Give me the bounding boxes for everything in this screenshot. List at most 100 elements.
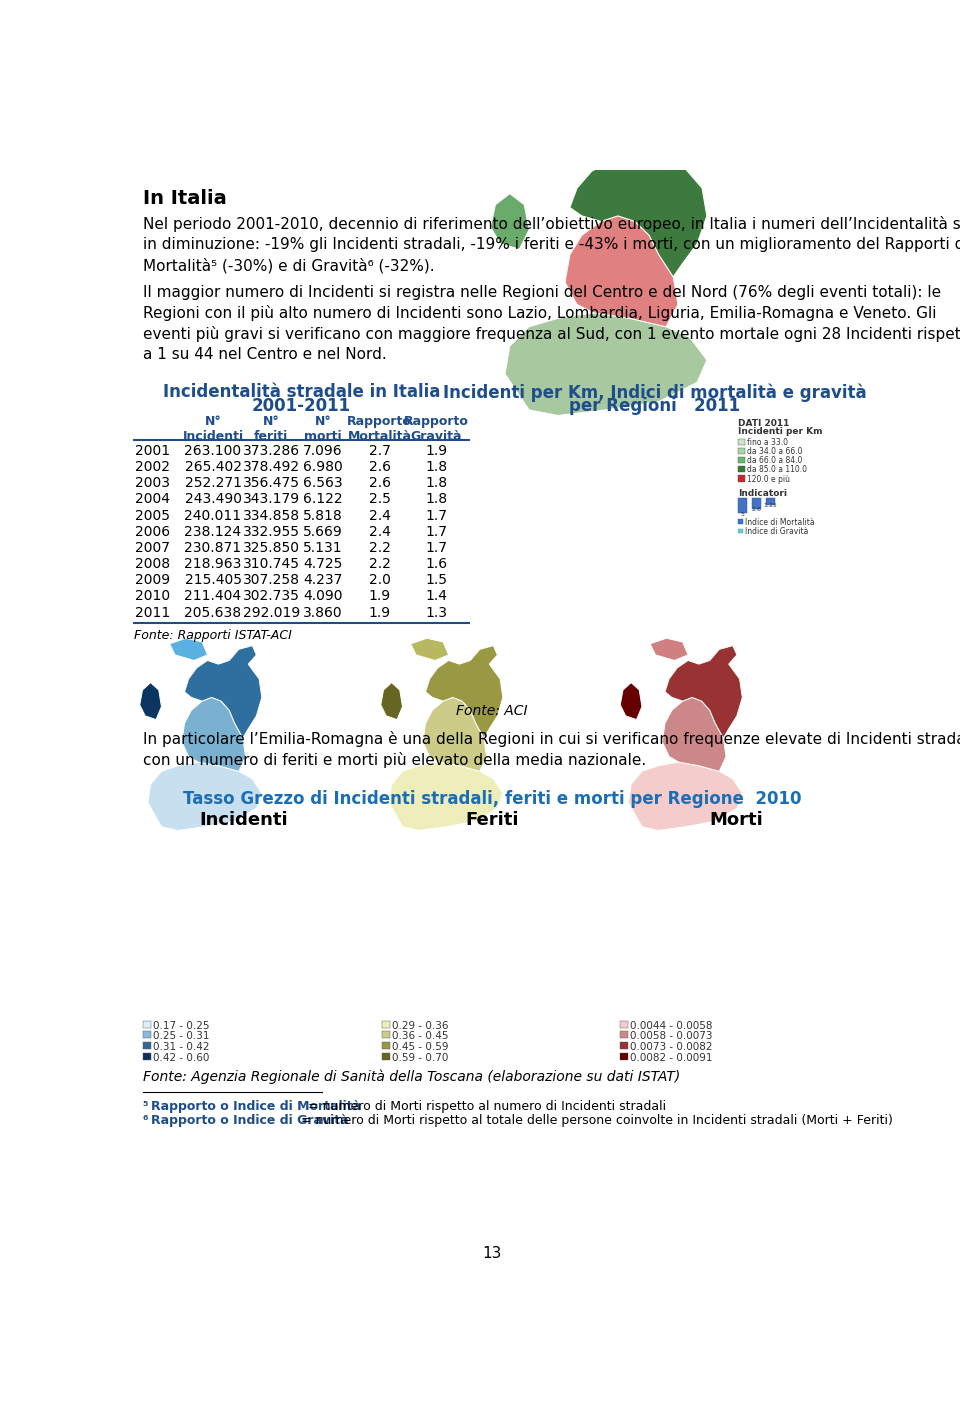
Polygon shape [184, 645, 262, 739]
Bar [737, 475, 745, 481]
Text: 243.490: 243.490 [184, 492, 242, 507]
Text: 2.6: 2.6 [752, 507, 761, 512]
Text: 265.402: 265.402 [184, 460, 242, 474]
Bar [382, 1032, 390, 1039]
Text: da 34.0 a 66.0: da 34.0 a 66.0 [747, 447, 803, 456]
Text: Incidentalità stradale in Italia: Incidentalità stradale in Italia [162, 383, 440, 400]
Text: 1.8: 1.8 [425, 477, 447, 490]
Text: in diminuzione: -19% gli Incidenti stradali, -19% i feriti e -43% i morti, con u: in diminuzione: -19% gli Incidenti strad… [143, 236, 960, 252]
Text: 205.638: 205.638 [184, 606, 242, 620]
Text: 1.6: 1.6 [425, 558, 447, 572]
Bar [737, 467, 745, 473]
Text: 1.9: 1.9 [425, 444, 447, 458]
Polygon shape [620, 682, 642, 720]
Polygon shape [543, 127, 611, 160]
Bar [143, 1020, 151, 1027]
Text: Tasso Grezzo di Incidenti stradali, feriti e morti per Regione  2010: Tasso Grezzo di Incidenti stradali, feri… [182, 790, 802, 808]
Bar [382, 1053, 390, 1060]
Text: 2009: 2009 [135, 573, 170, 587]
Polygon shape [491, 194, 529, 249]
Text: eventi più gravi si verificano con maggiore frequenza al Sud, con 1 evento morta: eventi più gravi si verificano con maggi… [143, 325, 960, 342]
Text: Rapporto
Gravità: Rapporto Gravità [404, 416, 468, 443]
Text: 1.3: 1.3 [425, 606, 447, 620]
Text: 4.090: 4.090 [303, 590, 343, 603]
Text: 1.7: 1.7 [425, 508, 447, 522]
Bar [737, 457, 745, 463]
Text: 0.17 - 0.25: 0.17 - 0.25 [154, 1020, 210, 1030]
Text: Indicatori: Indicatori [737, 488, 786, 498]
Text: 0.0058 - 0.0073: 0.0058 - 0.0073 [630, 1032, 712, 1041]
Text: Mortalità⁵ (-30%) e di Gravità⁶ (-32%).: Mortalità⁵ (-30%) e di Gravità⁶ (-32%). [143, 258, 435, 273]
Text: 211.404: 211.404 [184, 590, 242, 603]
Text: 5.669: 5.669 [303, 525, 343, 539]
Polygon shape [505, 313, 707, 416]
Text: 1.7: 1.7 [425, 541, 447, 555]
Text: Indice di Mortalità: Indice di Mortalità [745, 518, 814, 526]
Text: 1.7: 1.7 [425, 525, 447, 539]
Polygon shape [170, 638, 207, 661]
Text: DATI 2011: DATI 2011 [737, 419, 789, 429]
Text: 0.0073 - 0.0082: 0.0073 - 0.0082 [630, 1043, 712, 1053]
Text: da 66.0 a 84.0: da 66.0 a 84.0 [747, 456, 803, 466]
Bar [143, 1053, 151, 1060]
Text: Incidenti per Km, Indici di mortalità e gravità: Incidenti per Km, Indici di mortalità e … [443, 383, 867, 402]
Text: 240.011: 240.011 [184, 508, 242, 522]
Text: 0.36 - 0.45: 0.36 - 0.45 [392, 1032, 448, 1041]
Text: 0.0044 - 0.0058: 0.0044 - 0.0058 [630, 1020, 712, 1030]
Text: 0.0082 - 0.0091: 0.0082 - 0.0091 [630, 1053, 712, 1063]
Text: 1.9: 1.9 [369, 590, 391, 603]
Bar [620, 1043, 628, 1049]
Text: 2005: 2005 [135, 508, 170, 522]
Bar [737, 519, 743, 524]
Text: Morti: Morti [709, 811, 763, 829]
Text: N°
feriti: N° feriti [254, 416, 288, 443]
Text: Regioni con il più alto numero di Incidenti sono Lazio, Lombardia, Liguria, Emil: Regioni con il più alto numero di Incide… [143, 306, 937, 321]
Text: Incidenti: Incidenti [200, 811, 288, 829]
Text: 1.9: 1.9 [369, 606, 391, 620]
Text: 238.124: 238.124 [184, 525, 242, 539]
Text: Feriti: Feriti [466, 811, 518, 829]
Text: 1.25: 1.25 [763, 504, 777, 508]
Text: 292.019: 292.019 [243, 606, 300, 620]
Text: = numero di Morti rispetto al numero di Incidenti stradali: = numero di Morti rispetto al numero di … [304, 1099, 666, 1114]
Text: 356.475: 356.475 [243, 477, 300, 490]
Bar [382, 1020, 390, 1027]
Polygon shape [662, 698, 726, 771]
Polygon shape [411, 638, 448, 661]
Polygon shape [381, 682, 402, 720]
Text: Rapporto
Mortalità: Rapporto Mortalità [348, 416, 412, 443]
Text: 4.237: 4.237 [303, 573, 343, 587]
Text: a 1 su 44 nel Centro e nel Nord.: a 1 su 44 nel Centro e nel Nord. [143, 347, 387, 362]
Text: Fonte: Agenzia Regionale di Sanità della Toscana (elaborazione su dati ISTAT): Fonte: Agenzia Regionale di Sanità della… [143, 1070, 681, 1084]
Text: 2.2: 2.2 [369, 541, 391, 555]
Text: 2006: 2006 [135, 525, 170, 539]
Text: 2003: 2003 [135, 477, 170, 490]
Text: 218.963: 218.963 [184, 558, 242, 572]
Text: 2002: 2002 [135, 460, 170, 474]
Text: N°
morti: N° morti [304, 416, 342, 443]
Text: 2001-2011: 2001-2011 [252, 398, 351, 415]
Text: ⁵: ⁵ [143, 1099, 154, 1114]
Text: 5.131: 5.131 [303, 541, 343, 555]
Text: 230.871: 230.871 [184, 541, 242, 555]
Text: 1.8: 1.8 [425, 460, 447, 474]
Text: In particolare l’Emilia-Romagna è una della Regioni in cui si verificano frequen: In particolare l’Emilia-Romagna è una de… [143, 732, 960, 747]
Text: 2.4: 2.4 [369, 508, 391, 522]
Text: 6.122: 6.122 [303, 492, 343, 507]
Text: 2.6: 2.6 [369, 477, 391, 490]
Text: In Italia: In Italia [143, 190, 227, 208]
Text: 4.725: 4.725 [303, 558, 343, 572]
Text: 373.286: 373.286 [243, 444, 300, 458]
Text: 263.100: 263.100 [184, 444, 242, 458]
Polygon shape [665, 645, 742, 739]
Text: 2.6: 2.6 [369, 460, 391, 474]
Bar [620, 1032, 628, 1039]
Text: 0.31 - 0.42: 0.31 - 0.42 [154, 1043, 210, 1053]
Text: 0.25 - 0.31: 0.25 - 0.31 [154, 1032, 210, 1041]
Bar [620, 1053, 628, 1060]
Text: Fonte: ACI: Fonte: ACI [456, 705, 528, 719]
Bar [620, 1020, 628, 1027]
Bar [737, 439, 745, 444]
Text: 0.42 - 0.60: 0.42 - 0.60 [154, 1053, 209, 1063]
Polygon shape [565, 216, 678, 327]
